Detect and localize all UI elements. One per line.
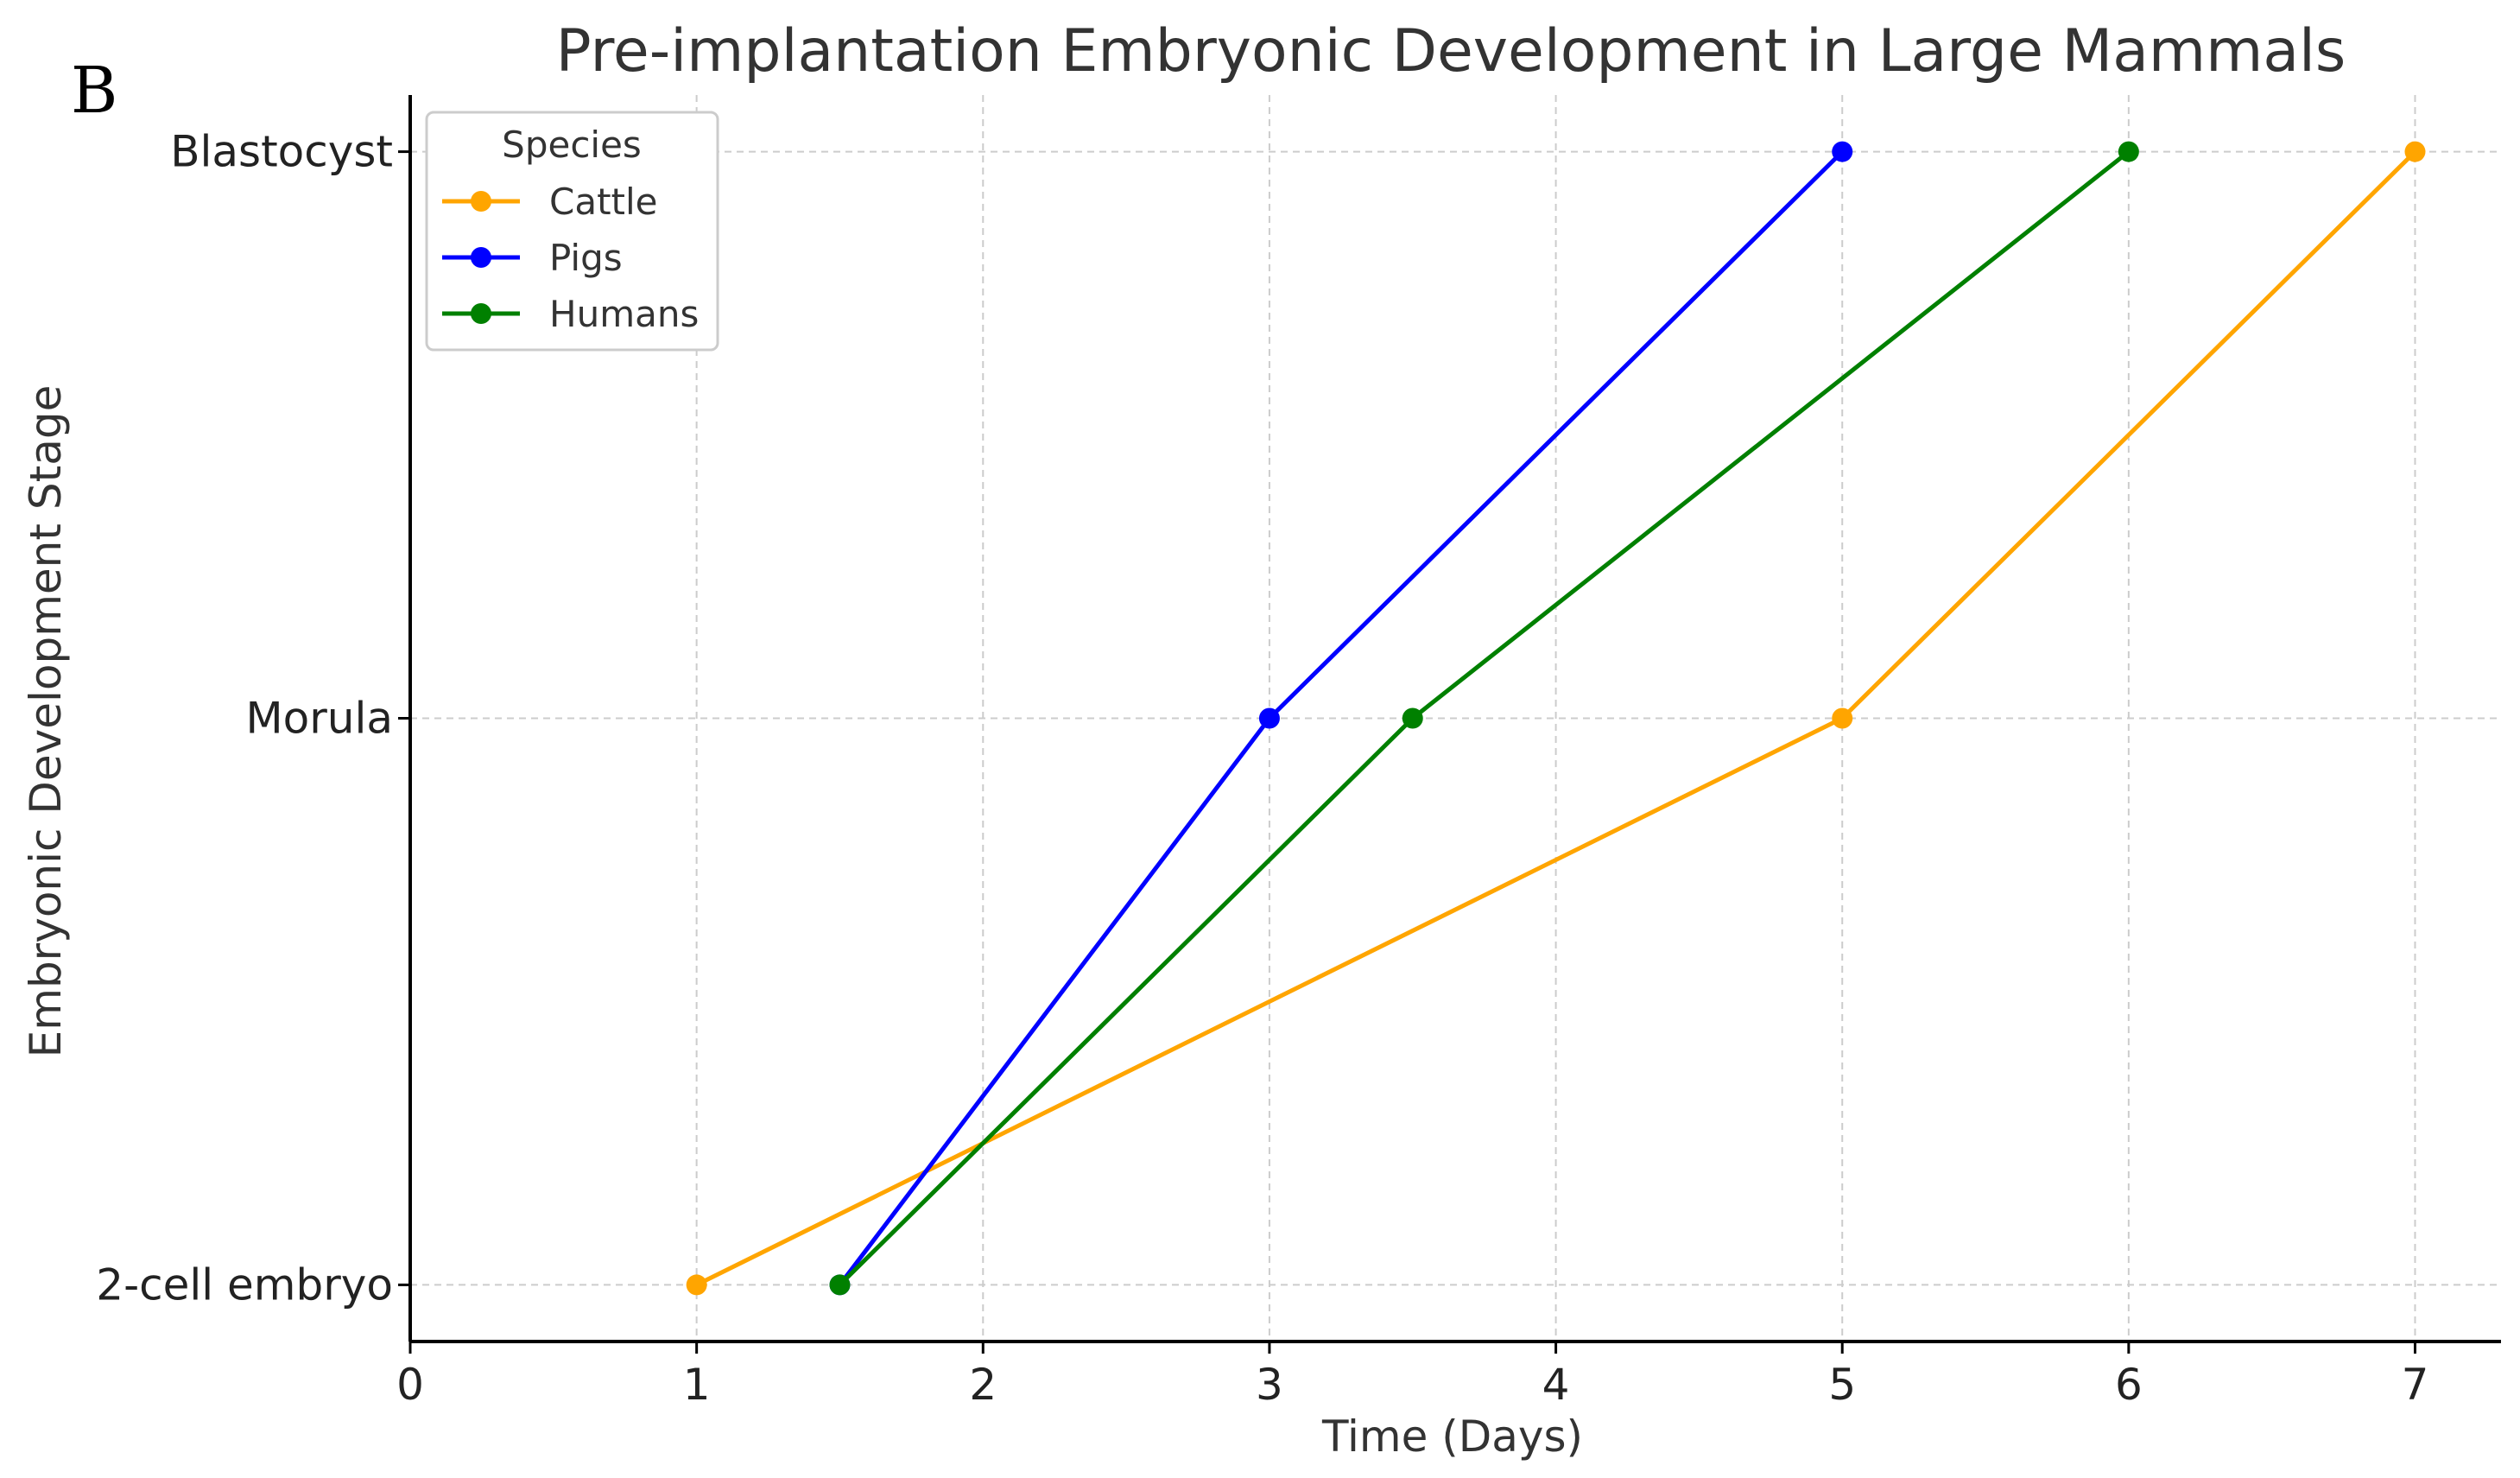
x-axis-label: Time (Days)	[1321, 1411, 1583, 1462]
data-point	[829, 1274, 851, 1296]
y-tick-label: 2-cell embryo	[96, 1259, 393, 1310]
data-point	[1832, 141, 1853, 162]
x-tick-label: 1	[683, 1360, 711, 1410]
legend-frame	[425, 111, 719, 352]
legend-swatch-marker	[471, 191, 491, 212]
legend-label: Pigs	[549, 237, 623, 279]
y-axis-label: Embryonic Development Stage	[21, 385, 71, 1058]
x-tick-label: 5	[1828, 1360, 1856, 1410]
y-tick-label: Morula	[245, 694, 393, 744]
legend-swatch-marker	[471, 303, 491, 324]
legend-entries: Cattle Pigs Humans	[442, 181, 699, 335]
x-tick-label: 2	[969, 1360, 997, 1410]
x-tick-label: 4	[1542, 1360, 1570, 1410]
chart-title: Pre-implantation Embryonic Development i…	[556, 17, 2346, 86]
legend-label: Humans	[549, 293, 699, 335]
y-tick-label: Blastocyst	[170, 127, 393, 177]
legend: Species Cattle Pigs Humans	[425, 111, 719, 352]
series-group	[686, 141, 2426, 1296]
data-point	[2404, 141, 2426, 162]
data-point	[686, 1274, 707, 1296]
x-ticks: 0 1 2 3 4 5 6 7	[396, 1342, 2428, 1410]
data-point	[1832, 707, 1853, 729]
legend-label: Cattle	[549, 181, 658, 223]
x-tick-label: 3	[1256, 1360, 1283, 1410]
data-point	[2118, 141, 2139, 162]
data-point	[1258, 707, 1280, 729]
data-point	[1402, 707, 1423, 729]
x-tick-label: 7	[2402, 1360, 2429, 1410]
y-ticks: 2-cell embryo Morula Blastocyst	[96, 127, 410, 1310]
legend-title: Species	[502, 124, 642, 166]
legend-swatch-marker	[471, 247, 491, 268]
x-tick-label: 0	[396, 1360, 424, 1410]
panel-label: B	[71, 54, 117, 128]
x-tick-label: 6	[2115, 1360, 2143, 1410]
